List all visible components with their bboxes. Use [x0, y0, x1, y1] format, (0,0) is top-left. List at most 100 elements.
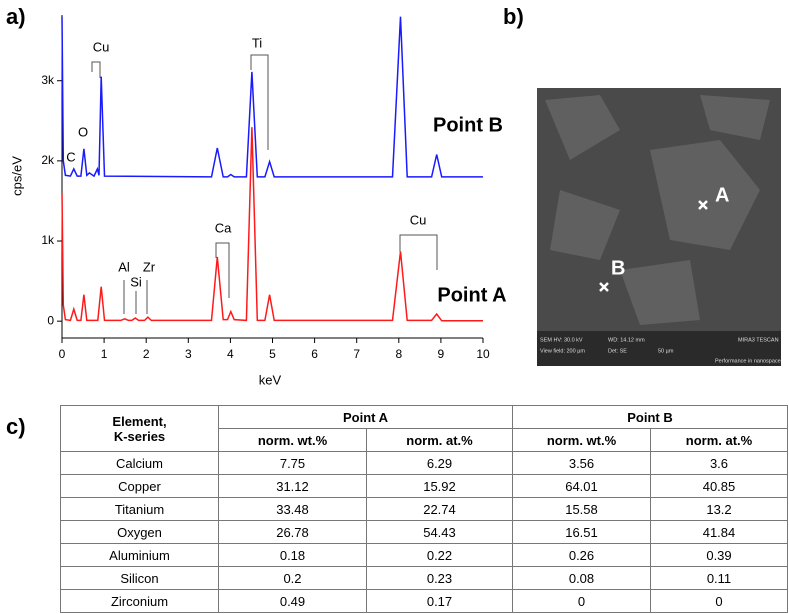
sem-info-text: SEM HV: 30.0 kV [540, 337, 583, 343]
element-name: Titanium [60, 497, 219, 521]
grain [545, 95, 620, 160]
sem-info-text: Det: SE [608, 348, 627, 354]
table-value: 33.48 [218, 497, 367, 521]
sem-crosses [599, 200, 708, 292]
y-tick-label: 2k [41, 153, 55, 167]
table-value: 0.22 [366, 543, 513, 567]
table-value: 31.12 [218, 474, 367, 498]
grain [700, 95, 770, 140]
table-row: Copper 31.12 15.92 64.01 40.85 [60, 474, 788, 498]
table-value: 15.58 [512, 497, 651, 521]
element-name: Aluminium [60, 543, 219, 567]
sem-info-text: MIRA3 TESCAN [738, 337, 779, 343]
table-value: 26.78 [218, 520, 367, 544]
spectrum-line [61, 16, 483, 178]
grain [550, 190, 620, 260]
x-tick-label: 3 [185, 347, 192, 361]
group-header: Point B [512, 405, 788, 429]
sub-header: norm. at.% [366, 428, 513, 452]
x-tick-label: 6 [311, 347, 318, 361]
element-name: Calcium [60, 451, 219, 475]
sem-info-bar [537, 331, 781, 366]
y-tick-label: 0 [47, 313, 54, 327]
peak-annotation: Ca [215, 220, 232, 235]
grain [650, 140, 760, 250]
table-value: 0.49 [218, 589, 367, 613]
peak-annotation: Point A [437, 284, 506, 306]
element-name: Silicon [60, 566, 219, 590]
table-value: 6.29 [366, 451, 513, 475]
table-value: 0.18 [218, 543, 367, 567]
header-text: K-series [113, 428, 166, 444]
table-value: 13.2 [650, 497, 788, 521]
bracket [123, 280, 148, 314]
table-value: 0.23 [366, 566, 513, 590]
y-tick-label: 3k [41, 73, 55, 87]
element-header: Element, K-series [60, 405, 219, 452]
table-value: 64.01 [512, 474, 651, 498]
x-tick-label: 5 [269, 347, 276, 361]
sem-info-text: Performance in nanospace [715, 358, 781, 364]
x-tick-label: 7 [353, 347, 360, 361]
table-value: 22.74 [366, 497, 513, 521]
sub-header: norm. wt.% [218, 428, 367, 452]
peak-annotation: O [78, 124, 88, 139]
x-tick-label: 1 [101, 347, 108, 361]
y-axis-label: cps/eV [9, 156, 24, 196]
table-value: 7.75 [218, 451, 367, 475]
group-header: Point A [218, 405, 513, 429]
sem-marker: B [611, 257, 625, 279]
sem-texture [545, 95, 770, 325]
table-value: 54.43 [366, 520, 513, 544]
table-value: 0.11 [650, 566, 788, 590]
table-row: Element, K-series Point A Point B [60, 405, 788, 452]
element-name: Oxygen [60, 520, 219, 544]
peak-annotation: Si [130, 274, 142, 289]
x-tick-label: 0 [59, 347, 66, 361]
sem-marker: A [715, 184, 729, 206]
spectrum-line [61, 127, 483, 322]
table-value: 0.08 [512, 566, 651, 590]
table-value: 0.2 [218, 566, 367, 590]
sem-info-text: View field: 200 µm [540, 348, 585, 354]
peak-brackets [91, 54, 438, 314]
table-row: Aluminium 0.18 0.22 0.26 0.39 [60, 543, 788, 567]
bracket [91, 61, 101, 78]
panel-label: b) [503, 4, 524, 29]
table-value: 40.85 [650, 474, 788, 498]
table-row: Oxygen 26.78 54.43 16.51 41.84 [60, 520, 788, 544]
x-axis-label: keV [259, 372, 282, 387]
table-value: 0.39 [650, 543, 788, 567]
table-value: 41.84 [650, 520, 788, 544]
element-name: Zirconium [60, 589, 219, 613]
peak-annotation: Cu [93, 39, 110, 54]
peak-annotation: Cu [410, 212, 427, 227]
grain [620, 260, 700, 325]
table-row: Silicon 0.2 0.23 0.08 0.11 [60, 566, 788, 590]
table-row: norm. wt.% norm. at.% norm. wt.% norm. at.% [61, 428, 788, 452]
x-tick-label: 8 [395, 347, 402, 361]
table-value: 3.56 [512, 451, 651, 475]
x-tick-label: 2 [143, 347, 150, 361]
table-value: 0.26 [512, 543, 651, 567]
sem-info-text: 50 µm [658, 348, 674, 354]
bracket [399, 234, 438, 270]
table-row: Titanium 33.48 22.74 15.58 13.2 [60, 497, 788, 521]
y-tick-label: 1k [41, 233, 55, 247]
panel-label: c) [6, 414, 26, 439]
cross [698, 200, 708, 210]
peak-annotation: Ti [252, 35, 262, 50]
peak-annotation: Zr [143, 259, 156, 274]
element-name: Copper [60, 474, 219, 498]
table-row: Zirconium 0.49 0.17 0 0 [60, 589, 788, 613]
cross [599, 282, 609, 292]
panel-label: a) [6, 4, 26, 29]
header-text: Element, [112, 413, 167, 429]
peak-annotation: C [66, 149, 75, 164]
peak-annotation: Point B [433, 114, 503, 136]
table-value: 0 [650, 589, 788, 613]
sub-header: norm. at.% [650, 428, 788, 452]
